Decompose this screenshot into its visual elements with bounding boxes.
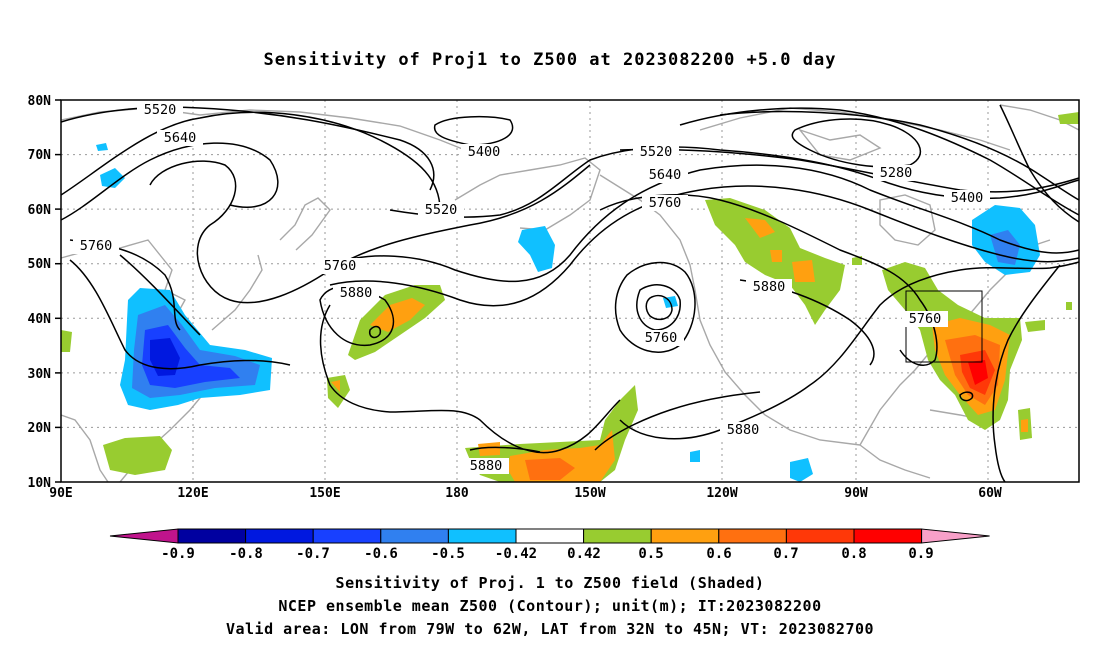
lat-tick-label: 70N [28,148,52,163]
colorbar-label: -0.9 [161,546,195,562]
lat-tick-label: 10N [28,476,52,491]
colorbar [109,528,990,544]
colorbar-label: 0.8 [841,546,866,562]
colorbar-swatch [245,528,314,544]
colorbar-label: 0.7 [773,546,798,562]
contour-label: 5400 [468,144,501,160]
caption-shading: Sensitivity of Proj. 1 to Z500 field (Sh… [335,574,765,592]
contour-label: 5760 [645,330,678,346]
positive-spot-east-1-core [1021,419,1028,432]
positive-spot-east-2 [1025,320,1045,332]
lat-tick-label: 20N [28,421,52,436]
positive-spot-wpac-core [331,380,340,392]
lat-tick-label: 50N [28,257,52,272]
colorbar-label: -0.6 [364,546,398,562]
lon-tick-label: 150W [574,486,605,501]
positive-core-hawaii-2 [525,458,575,480]
positive-core-hawaii-3 [478,442,500,456]
positive-core-wna-2 [770,250,782,262]
colorbar-label: -0.7 [296,546,330,562]
contour-label: 5520 [640,144,673,160]
contour-label: 5880 [753,279,786,295]
colorbar-label: -0.5 [431,546,465,562]
negative-spot-2 [96,143,108,151]
contour-label: 5880 [727,422,760,438]
lon-tick-label: 120W [706,486,737,501]
negative-spot-3 [518,226,555,272]
map-frame [55,99,1080,483]
colorbar-high-triangle [921,528,990,544]
colorbar-swatch [583,528,652,544]
positive-region-scs [103,436,172,475]
colorbar-label: 0.6 [706,546,731,562]
positive-spot-edge [61,330,72,352]
z500-contours [60,104,1080,483]
contour-label: 5640 [649,167,682,183]
contour-label: 5760 [80,238,113,254]
colorbar-swatch [515,528,585,544]
positive-core-wna-1 [745,218,775,238]
colorbar-swatch [447,528,517,544]
lon-tick-label: 120E [177,486,208,501]
colorbar-swatch [380,528,449,544]
lon-tick-label: 180 [445,486,469,501]
positive-spot-east-5 [1066,302,1072,310]
colorbar-label: -0.8 [229,546,263,562]
contour-label: 5520 [144,102,177,118]
contour-label: 5880 [340,285,373,301]
lat-tick-label: 40N [28,312,52,327]
lon-tick-label: 150E [309,486,340,501]
contour-label: 5280 [880,165,913,181]
colorbar-low-triangle [109,528,179,544]
lat-tick-labels: 80N 70N 60N 50N 40N 30N 20N 10N [28,94,52,491]
colorbar-swatch [718,528,787,544]
caption-contour: NCEP ensemble mean Z500 (Contour); unit(… [278,597,822,615]
negative-spot-1 [100,168,125,188]
contour-label: 5640 [164,130,197,146]
lat-tick-label: 60N [28,203,52,218]
negative-spot-5 [790,458,813,482]
colorbar-labels: -0.9 -0.8 -0.7 -0.6 -0.5 -0.42 0.42 0.5 … [161,546,934,562]
colorbar-swatch [650,528,720,544]
lat-tick-label: 30N [28,367,52,382]
lon-tick-labels: 90E 120E 150E 180 150W 120W 90W 60W [49,486,1002,501]
colorbar-swatch [853,528,923,544]
lon-tick-label: 90E [49,486,72,501]
lon-tick-label: 90W [844,486,868,501]
lon-tick-label: 60W [978,486,1002,501]
colorbar-label: 0.42 [567,546,601,562]
contour-label: 5760 [324,258,357,274]
map-title: Sensitivity of Proj1 to Z500 at 20230822… [263,50,837,70]
colorbar-label: -0.42 [495,546,537,562]
positive-core-wpac [370,298,425,332]
contour-label: 5760 [909,311,942,327]
negative-core-asia-3 [150,338,180,376]
contour-label: 5760 [649,195,682,211]
contour-label: 5520 [425,202,458,218]
positive-core-wna-3 [792,260,815,282]
contour-labels: 5520 5640 5400 5520 5640 5760 5280 5400 … [73,102,990,474]
positive-spot-east-3 [1058,112,1079,124]
positive-core-east-4 [968,360,988,385]
caption-valid-area: Valid area: LON from 79W to 62W, LAT fro… [225,620,875,638]
colorbar-label: 0.9 [908,546,933,562]
shaded-sensitivity [61,112,1079,482]
colorbar-swatch [785,528,855,544]
negative-spot-6 [690,450,700,462]
colorbar-swatch [177,528,247,544]
colorbar-swatch [312,528,382,544]
colorbar-label: 0.5 [638,546,663,562]
contour-label: 5880 [470,458,503,474]
lat-tick-label: 80N [28,94,52,109]
contour-label: 5400 [951,190,984,206]
